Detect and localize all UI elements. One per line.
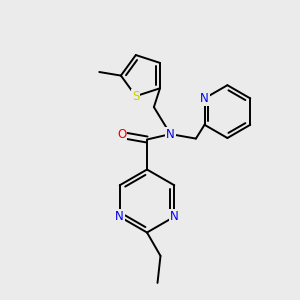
- Text: O: O: [117, 128, 126, 142]
- Text: N: N: [200, 92, 209, 105]
- Text: S: S: [132, 90, 140, 103]
- Text: N: N: [166, 128, 175, 141]
- Text: N: N: [115, 210, 124, 223]
- Text: N: N: [170, 210, 179, 223]
